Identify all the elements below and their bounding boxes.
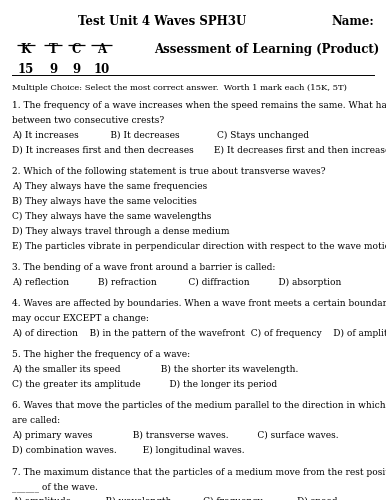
- Text: may occur EXCEPT a change:: may occur EXCEPT a change:: [12, 314, 149, 323]
- Text: A) primary waves              B) transverse waves.          C) surface waves.: A) primary waves B) transverse waves. C)…: [12, 431, 338, 440]
- Text: K: K: [21, 42, 31, 56]
- Text: Assessment of Learning (Product): Assessment of Learning (Product): [154, 42, 379, 56]
- Text: Test Unit 4 Waves SPH3U: Test Unit 4 Waves SPH3U: [78, 15, 246, 28]
- Text: 9: 9: [49, 62, 57, 76]
- Text: A) It increases           B) It decreases             C) Stays unchanged: A) It increases B) It decreases C) Stays…: [12, 131, 308, 140]
- Text: 6. Waves that move the particles of the medium parallel to the direction in whic: 6. Waves that move the particles of the …: [12, 401, 386, 410]
- Text: B) They always have the same velocities: B) They always have the same velocities: [12, 197, 196, 206]
- Text: E) The particles vibrate in perpendicular direction with respect to the wave mot: E) The particles vibrate in perpendicula…: [12, 242, 386, 251]
- Text: 9: 9: [72, 62, 80, 76]
- Text: T: T: [49, 42, 58, 56]
- Text: 4. Waves are affected by boundaries. When a wave front meets a certain boundary,: 4. Waves are affected by boundaries. Whe…: [12, 299, 386, 308]
- Text: A: A: [97, 42, 106, 56]
- Text: 7. The maximum distance that the particles of a medium move from the rest positi: 7. The maximum distance that the particl…: [12, 467, 386, 476]
- Text: 10: 10: [93, 62, 110, 76]
- Text: D) It increases first and then decreases       E) It decreases first and then in: D) It increases first and then decreases…: [12, 146, 386, 155]
- Text: 1. The frequency of a wave increases when the speed remains the same. What happe: 1. The frequency of a wave increases whe…: [12, 101, 386, 110]
- Text: D) They always travel through a dense medium: D) They always travel through a dense me…: [12, 227, 229, 236]
- Text: 2. Which of the following statement is true about transverse waves?: 2. Which of the following statement is t…: [12, 167, 325, 176]
- Text: A) of direction    B) in the pattern of the wavefront  C) of frequency    D) of : A) of direction B) in the pattern of the…: [12, 329, 386, 338]
- Text: 3. The bending of a wave front around a barrier is called:: 3. The bending of a wave front around a …: [12, 263, 275, 272]
- Text: A) the smaller its speed              B) the shorter its wavelength.: A) the smaller its speed B) the shorter …: [12, 365, 298, 374]
- Text: are called:: are called:: [12, 416, 60, 425]
- Text: C: C: [71, 42, 81, 56]
- Text: C) the greater its amplitude          D) the longer its period: C) the greater its amplitude D) the long…: [12, 380, 277, 389]
- Text: A) They always have the same frequencies: A) They always have the same frequencies: [12, 182, 207, 191]
- Text: D) combination waves.         E) longitudinal waves.: D) combination waves. E) longitudinal wa…: [12, 446, 244, 455]
- Text: ______ of the wave.: ______ of the wave.: [12, 482, 97, 492]
- Text: A) reflection          B) refraction           C) diffraction          D) absorp: A) reflection B) refraction C) diffracti…: [12, 278, 341, 287]
- Text: Name:: Name:: [332, 15, 374, 28]
- Text: 15: 15: [18, 62, 34, 76]
- Text: between two consecutive crests?: between two consecutive crests?: [12, 116, 164, 125]
- Text: Multiple Choice: Select the most correct answer.  Worth 1 mark each (15K, 5T): Multiple Choice: Select the most correct…: [12, 84, 347, 92]
- Text: C) They always have the same wavelengths: C) They always have the same wavelengths: [12, 212, 211, 221]
- Text: 5. The higher the frequency of a wave:: 5. The higher the frequency of a wave:: [12, 350, 190, 359]
- Text: A) amplitude            B) wavelength           C) frequency            D) speed: A) amplitude B) wavelength C) frequency …: [12, 497, 337, 500]
